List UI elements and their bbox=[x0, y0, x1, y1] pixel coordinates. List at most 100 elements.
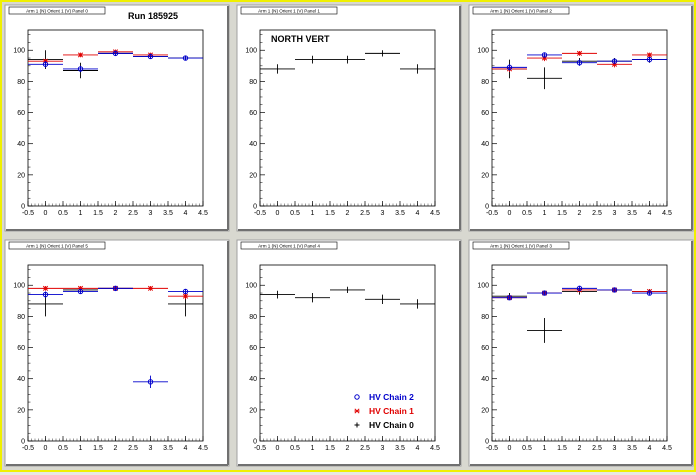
x-tick-label: 3.5 bbox=[627, 445, 637, 452]
x-tick-label: 4.5 bbox=[430, 210, 440, 217]
panel-4: Arm 1 (N) Orient 1 (V) Panel 4 0 20 40 60 80 1… bbox=[236, 239, 462, 467]
legend-marker-circle bbox=[354, 394, 360, 400]
x-tick-label: 3 bbox=[613, 210, 617, 217]
y-tick-label: 20 bbox=[481, 407, 489, 414]
y-tick-label: 80 bbox=[249, 79, 257, 86]
y-tick-label: 80 bbox=[249, 314, 257, 321]
y-tick-label: 80 bbox=[481, 79, 489, 86]
x-tick-label: 0 bbox=[276, 210, 280, 217]
x-tick-label: 4.5 bbox=[662, 210, 672, 217]
data-point-plus bbox=[311, 297, 314, 299]
x-tick-label: 3 bbox=[149, 445, 153, 452]
data-point-plus bbox=[346, 58, 349, 61]
x-tick-label: 0.5 bbox=[290, 445, 300, 452]
y-tick-label: 40 bbox=[249, 376, 257, 383]
panel-2: Arm 1 (N) Orient 1 (V) Panel 20204060801… bbox=[468, 4, 694, 232]
legend-label: HV Chain 1 bbox=[369, 406, 414, 416]
x-tick-label: 1 bbox=[311, 210, 315, 217]
x-tick-label: 1 bbox=[311, 445, 315, 452]
x-tick-label: -0.5 bbox=[254, 210, 266, 217]
x-tick-label: 1.5 bbox=[557, 445, 567, 452]
y-tick-label: 60 bbox=[481, 345, 489, 352]
x-tick-label: 4 bbox=[416, 210, 420, 217]
x-tick-label: 3.5 bbox=[395, 445, 405, 452]
data-point-circle bbox=[42, 61, 49, 67]
data-point-circle bbox=[506, 64, 513, 71]
x-tick-label: 0.5 bbox=[58, 445, 68, 452]
x-tick-label: 1.5 bbox=[325, 445, 335, 452]
x-tick-label: 2 bbox=[578, 210, 582, 217]
y-tick-label: 20 bbox=[249, 407, 257, 414]
panel-title: Arm 1 (N) Orient 1 (V) Panel 3 bbox=[490, 244, 552, 249]
data-point-circle bbox=[147, 53, 154, 60]
data-point-plus bbox=[346, 289, 349, 291]
data-point-plus bbox=[184, 303, 187, 305]
x-tick-label: 0 bbox=[508, 445, 512, 452]
y-tick-label: 40 bbox=[17, 141, 25, 148]
y-tick-label: 60 bbox=[249, 345, 257, 352]
legend-label: HV Chain 0 bbox=[369, 420, 414, 430]
x-tick-label: -0.5 bbox=[254, 445, 266, 452]
data-point-circle bbox=[147, 379, 154, 385]
data-point-circle bbox=[646, 56, 653, 63]
y-tick-label: 0 bbox=[253, 439, 257, 446]
data-point-plus bbox=[276, 293, 279, 296]
y-tick-label: 100 bbox=[245, 283, 257, 290]
data-point-star bbox=[77, 52, 84, 58]
legend-marker-star bbox=[354, 408, 360, 414]
x-tick-label: 1 bbox=[79, 210, 83, 217]
data-point-plus bbox=[543, 77, 546, 79]
panel-background bbox=[236, 239, 462, 467]
panel-0: Arm 1 (N) Orient 1 (V) Panel 00204060801… bbox=[4, 4, 230, 232]
legend-label: HV Chain 2 bbox=[369, 392, 414, 402]
x-tick-label: 4.5 bbox=[662, 445, 672, 452]
x-tick-label: 4.5 bbox=[430, 445, 440, 452]
y-tick-label: 60 bbox=[17, 110, 25, 117]
run-label: Run 185925 bbox=[128, 11, 178, 21]
data-point-circle bbox=[112, 50, 119, 57]
y-tick-label: 40 bbox=[17, 376, 25, 383]
data-point-star bbox=[576, 50, 583, 56]
panel-title-box bbox=[8, 241, 106, 250]
x-tick-label: 0.5 bbox=[522, 210, 532, 217]
panel-5: Arm 1 (N) Orient 1 (V) Panel 30204060801… bbox=[468, 239, 694, 467]
x-tick-label: 3.5 bbox=[163, 210, 173, 217]
panel-background bbox=[468, 239, 694, 467]
y-tick-label: 40 bbox=[481, 141, 489, 148]
x-tick-label: 1.5 bbox=[93, 445, 103, 452]
panel-title-box bbox=[472, 6, 570, 15]
data-point-plus bbox=[381, 298, 384, 300]
x-tick-label: 2.5 bbox=[360, 210, 370, 217]
data-point-plus bbox=[44, 303, 47, 305]
chart-grid-svg: Arm 1 (N) Orient 1 (V) Panel 00204060801… bbox=[4, 4, 694, 467]
x-tick-label: 4 bbox=[648, 445, 652, 452]
data-point-plus bbox=[416, 68, 419, 70]
y-tick-label: 40 bbox=[481, 376, 489, 383]
panel-title: Arm 1 (N) Orient 1 (V) Panel 4 bbox=[258, 244, 320, 249]
x-tick-label: 3 bbox=[381, 210, 385, 217]
north-vert-label: NORTH VERT bbox=[271, 34, 330, 44]
x-tick-label: 3.5 bbox=[627, 210, 637, 217]
legend-marker-plus bbox=[354, 422, 360, 428]
data-point-circle bbox=[541, 290, 548, 296]
data-point-plus bbox=[416, 303, 419, 305]
y-tick-label: 60 bbox=[481, 110, 489, 117]
y-tick-label: 100 bbox=[13, 283, 25, 290]
x-tick-label: 0 bbox=[44, 210, 48, 217]
panel-title: Arm 1 (N) Orient 1 (V) Panel 5 bbox=[26, 244, 88, 249]
y-tick-label: 0 bbox=[21, 204, 25, 211]
x-tick-label: 1 bbox=[543, 210, 547, 217]
panel-title: Arm 1 (N) Orient 1 (V) Panel 2 bbox=[490, 9, 552, 14]
data-point-star bbox=[646, 52, 653, 58]
x-tick-label: 2 bbox=[114, 210, 118, 217]
x-tick-label: 1 bbox=[79, 445, 83, 452]
data-point-circle bbox=[42, 291, 49, 298]
x-tick-label: 1.5 bbox=[557, 210, 567, 217]
x-tick-label: 0.5 bbox=[58, 210, 68, 217]
data-point-circle bbox=[541, 52, 548, 58]
panel-title-box bbox=[240, 6, 338, 15]
x-tick-label: 0 bbox=[276, 445, 280, 452]
x-tick-label: 1 bbox=[543, 445, 547, 452]
y-tick-label: 100 bbox=[13, 48, 25, 55]
